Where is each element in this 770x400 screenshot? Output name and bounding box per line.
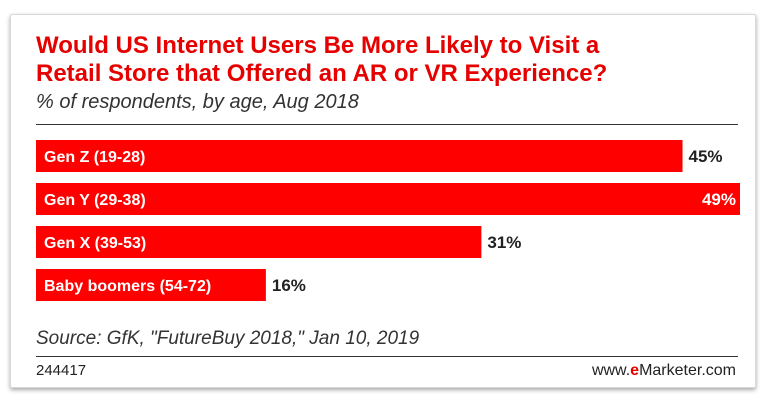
category-label-0: Gen Z (19-28)	[44, 149, 145, 166]
value-label-0: 45%	[689, 147, 723, 166]
brand-accent: e	[630, 362, 640, 379]
brand-prefix: www.	[591, 362, 631, 379]
chart-id: 244417	[36, 362, 87, 379]
brand-rest: Marketer.com	[639, 362, 736, 379]
source-note: Source: GfK, "FutureBuy 2018," Jan 10, 2…	[36, 328, 420, 349]
chart-subtitle: % of respondents, by age, Aug 2018	[36, 91, 359, 113]
brand-logo: www.eMarketer.com	[592, 362, 736, 380]
bottom-divider	[36, 356, 738, 357]
category-label-1: Gen Y (29-38)	[44, 192, 146, 209]
chart-title: Would US Internet Users Be More Likely t…	[36, 32, 736, 88]
value-label-1: 49%	[702, 190, 736, 209]
chart-title-line-1: Would US Internet Users Be More Likely t…	[36, 32, 600, 59]
chart-title-line-2: Retail Store that Offered an AR or VR Ex…	[36, 60, 608, 87]
category-label-2: Gen X (39-53)	[44, 235, 146, 252]
value-label-2: 31%	[487, 233, 521, 252]
bar-0	[36, 140, 683, 172]
top-divider	[36, 124, 738, 125]
bar-1	[36, 183, 740, 215]
value-label-3: 16%	[272, 276, 306, 295]
category-label-3: Baby boomers (54-72)	[44, 278, 211, 295]
bar-2	[36, 226, 482, 258]
bar-3	[36, 269, 266, 301]
